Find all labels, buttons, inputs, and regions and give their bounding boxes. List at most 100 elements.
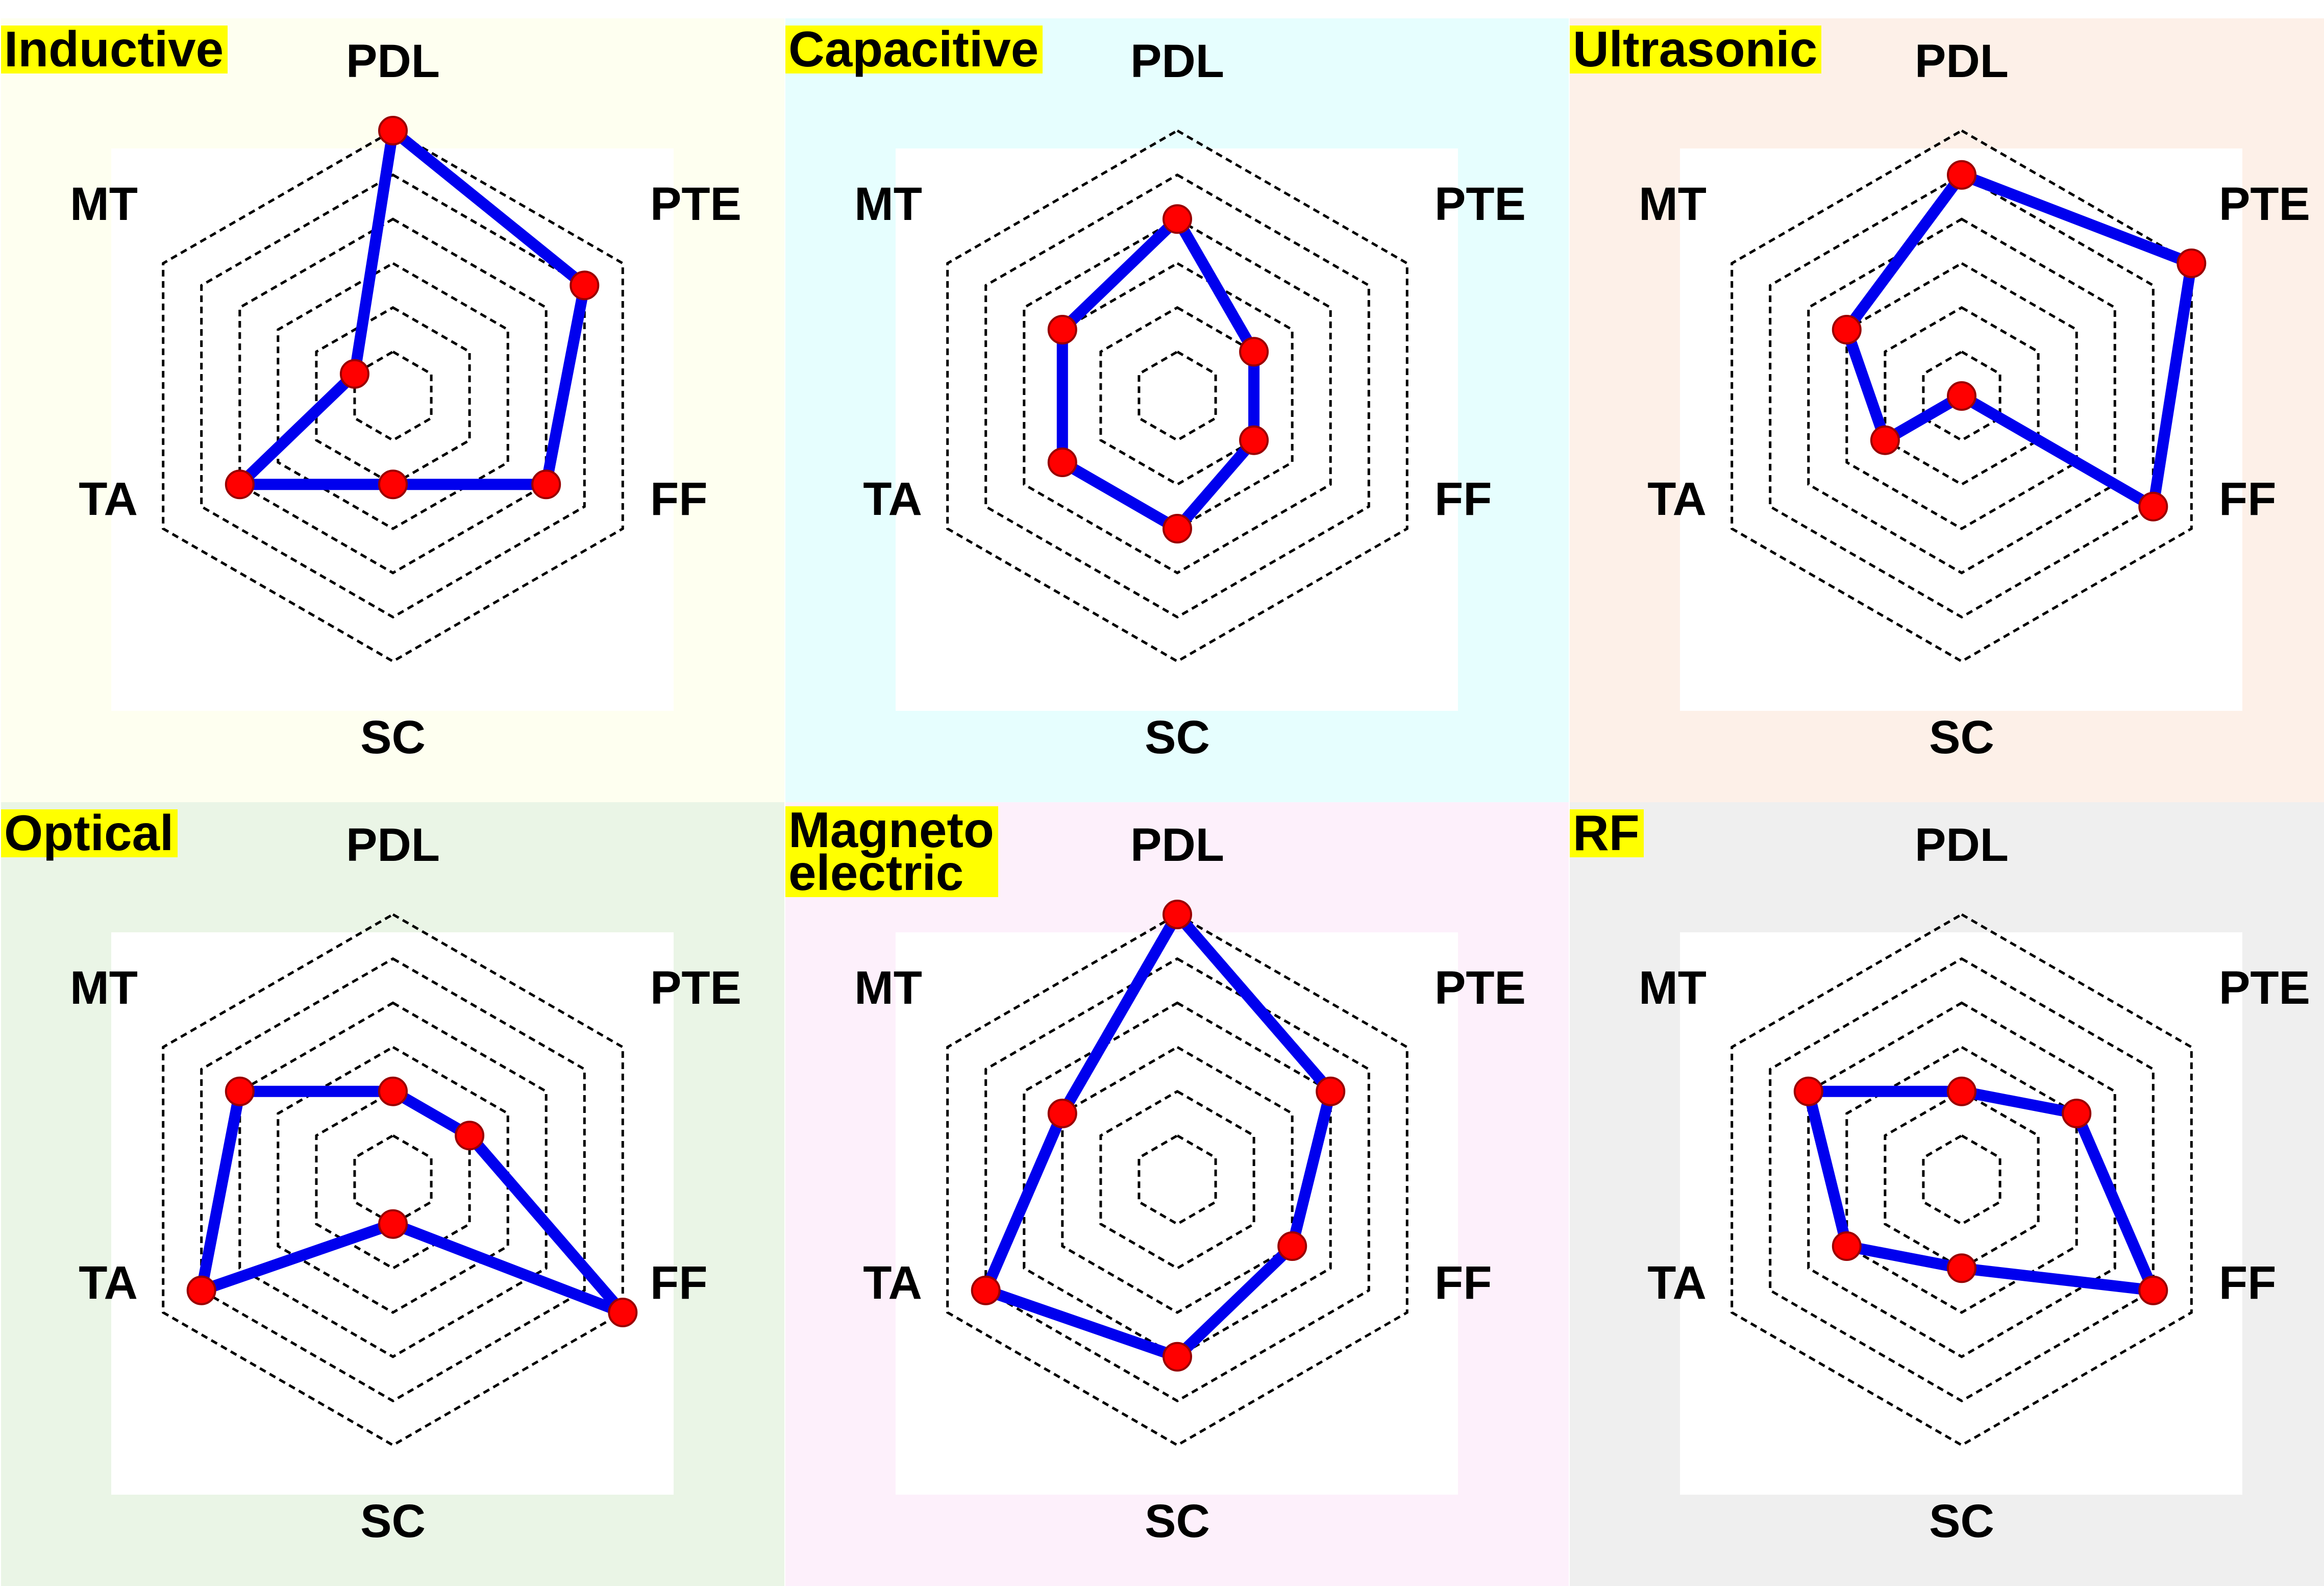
axis-label-ta: TA bbox=[1647, 473, 1707, 525]
data-point-pte bbox=[2177, 249, 2207, 278]
plot-area bbox=[1680, 932, 2242, 1495]
axis-label-mt: MT bbox=[70, 178, 138, 230]
plot-area bbox=[896, 932, 1458, 1495]
data-point-pdl bbox=[1947, 160, 1976, 190]
grid-ring-2 bbox=[1884, 1089, 2040, 1270]
axis-label-mt: MT bbox=[854, 178, 922, 230]
axis-label-sc: SC bbox=[360, 1495, 426, 1547]
axis-label-ff: FF bbox=[650, 473, 707, 525]
axis-label-pte: PTE bbox=[2219, 962, 2310, 1014]
axis-label-pdl: PDL bbox=[1130, 819, 1224, 871]
grid-ring-3 bbox=[1845, 1046, 2078, 1314]
data-point-pte bbox=[1239, 337, 1269, 367]
data-point-ff bbox=[1277, 1231, 1307, 1261]
axis-label-sc: SC bbox=[1145, 711, 1210, 763]
data-point-ta bbox=[1047, 448, 1077, 477]
grid-ring-3 bbox=[277, 1046, 509, 1314]
axis-label-sc: SC bbox=[360, 711, 426, 763]
radar-panel-5: PDL PTE FF SC TA MT Magneto electric bbox=[785, 802, 1569, 1586]
axis-label-mt: MT bbox=[70, 962, 138, 1014]
data-point-sc bbox=[378, 469, 408, 500]
axis-label-sc: SC bbox=[1929, 711, 1994, 763]
data-point-pte bbox=[2062, 1099, 2092, 1128]
axis-label-ta: TA bbox=[79, 1257, 138, 1309]
grid-ring-4 bbox=[238, 1001, 548, 1358]
data-point-sc bbox=[1163, 514, 1192, 543]
grid-ring-4 bbox=[1807, 1001, 2116, 1358]
axis-label-pte: PTE bbox=[1435, 962, 1526, 1014]
axis-label-ff: FF bbox=[1435, 473, 1492, 525]
radar-chart-svg: PDL PTE FF SC TA MT bbox=[854, 35, 1526, 763]
data-point-ta bbox=[1870, 425, 1900, 455]
grid-ring-5 bbox=[1769, 173, 2155, 619]
axis-label-pdl: PDL bbox=[1915, 819, 2009, 871]
data-point-ff bbox=[2138, 1275, 2168, 1305]
axis-label-ff: FF bbox=[2219, 1257, 2276, 1309]
axis-label-mt: MT bbox=[854, 962, 922, 1014]
axis-label-ta: TA bbox=[1647, 1257, 1707, 1309]
data-point-ta bbox=[1832, 1231, 1862, 1261]
data-point-pdl bbox=[1163, 204, 1192, 234]
grid-ring-4 bbox=[238, 217, 548, 575]
axis-label-ff: FF bbox=[2219, 473, 2276, 525]
data-point-sc bbox=[1163, 1342, 1192, 1372]
chart-title: Magneto electric bbox=[785, 805, 998, 898]
data-point-ff bbox=[2138, 491, 2168, 522]
radar-panel-6: PDL PTE FF SC TA MT RF bbox=[1570, 802, 2324, 1586]
axis-label-sc: SC bbox=[1145, 1495, 1210, 1547]
axis-label-ta: TA bbox=[863, 1257, 922, 1309]
data-point-mt bbox=[1047, 1099, 1077, 1128]
data-point-pdl bbox=[1947, 1076, 1976, 1106]
data-point-pdl bbox=[378, 1076, 408, 1106]
axis-label-pdl: PDL bbox=[346, 819, 440, 871]
radar-chart-svg: PDL PTE FF SC TA MT bbox=[1639, 819, 2310, 1547]
chart-title: Capacitive bbox=[785, 24, 1043, 74]
data-point-ta bbox=[186, 1275, 216, 1305]
grid-ring-6 bbox=[946, 913, 1408, 1447]
grid-ring-6 bbox=[162, 129, 624, 663]
data-point-sc bbox=[1947, 1253, 1976, 1283]
axis-label-pdl: PDL bbox=[1915, 35, 2009, 87]
axis-label-pdl: PDL bbox=[1130, 35, 1224, 87]
grid-ring-3 bbox=[277, 262, 509, 530]
data-point-ff bbox=[531, 469, 561, 500]
data-point-pdl bbox=[1163, 900, 1192, 929]
radar-chart-svg: PDL PTE FF SC TA MT bbox=[1639, 35, 2310, 763]
data-point-ta bbox=[971, 1275, 1001, 1305]
plot-area bbox=[111, 148, 674, 711]
grid-ring-2 bbox=[1099, 1089, 1255, 1270]
axis-label-pte: PTE bbox=[650, 962, 741, 1014]
chart-title: Ultrasonic bbox=[1570, 24, 1822, 74]
axis-label-pte: PTE bbox=[2219, 178, 2310, 230]
axis-label-sc: SC bbox=[1929, 1495, 1994, 1547]
chart-title: Inductive bbox=[1, 24, 228, 74]
axis-label-pte: PTE bbox=[650, 178, 741, 230]
data-point-pdl bbox=[378, 116, 408, 145]
grid-ring-5 bbox=[1769, 957, 2155, 1403]
data-point-pte bbox=[570, 270, 600, 301]
grid-ring-5 bbox=[984, 173, 1370, 619]
radar-panel-2: PDL PTE FF SC TA MT Capacitive bbox=[785, 18, 1569, 802]
axis-label-pte: PTE bbox=[1435, 178, 1526, 230]
grid-ring-6 bbox=[162, 913, 624, 1447]
radar-chart-svg: PDL PTE FF SC TA MT bbox=[854, 819, 1526, 1547]
radar-panel-4: PDL PTE FF SC TA MT Optical bbox=[1, 802, 784, 1586]
data-point-mt bbox=[1832, 315, 1862, 344]
data-point-sc bbox=[378, 1209, 408, 1239]
grid-ring-5 bbox=[200, 957, 586, 1403]
grid-ring-6 bbox=[1730, 129, 2193, 663]
axis-label-mt: MT bbox=[1639, 962, 1707, 1014]
data-point-ff bbox=[1239, 425, 1269, 455]
data-point-sc bbox=[1947, 381, 1976, 411]
data-point-pte bbox=[1316, 1076, 1346, 1106]
grid-ring-5 bbox=[200, 173, 586, 619]
data-point-mt bbox=[1047, 315, 1077, 344]
axis-label-ta: TA bbox=[79, 473, 138, 525]
grid-ring-4 bbox=[1023, 217, 1332, 575]
chart-title: RF bbox=[1570, 808, 1644, 858]
grid-ring-4 bbox=[1807, 217, 2116, 575]
axis-label-pdl: PDL bbox=[346, 35, 440, 87]
grid-ring-6 bbox=[1730, 913, 2193, 1447]
grid-ring-2 bbox=[315, 306, 471, 486]
